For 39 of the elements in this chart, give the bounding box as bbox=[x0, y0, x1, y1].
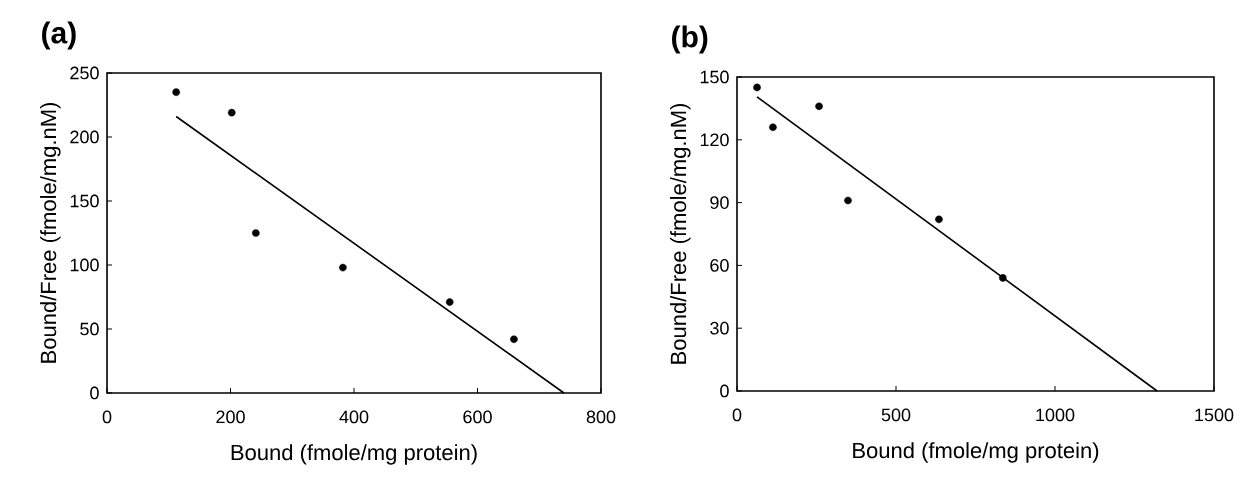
y-axis-title: Bound/Free (fmole/mg.nM) bbox=[670, 103, 691, 364]
y-axis-title: Bound/Free (fmole/mg.nM) bbox=[40, 102, 61, 363]
x-axis-title: Bound (fmole/mg protein) bbox=[853, 442, 1099, 463]
chart-title: (a) bbox=[42, 21, 76, 50]
y-tick-label: 90 bbox=[710, 196, 729, 209]
y-tick-label: 200 bbox=[70, 130, 99, 144]
y-tick-label: 150 bbox=[700, 70, 729, 84]
point bbox=[445, 298, 454, 306]
point bbox=[339, 263, 347, 272]
y-tick-label: 60 bbox=[710, 259, 729, 272]
x-tick-label: 500 bbox=[881, 408, 911, 422]
y-tick-label: 120 bbox=[700, 133, 729, 147]
y-tick-label: 0 bbox=[720, 384, 729, 398]
y-tick-label: 50 bbox=[80, 322, 99, 336]
y-tick-label: 250 bbox=[70, 66, 99, 80]
point bbox=[172, 88, 180, 96]
y-tick-label: 0 bbox=[90, 386, 99, 400]
point bbox=[999, 274, 1007, 282]
x-tick-label: 600 bbox=[463, 410, 492, 424]
y-tick-label: 30 bbox=[710, 321, 729, 335]
point bbox=[252, 229, 260, 237]
point bbox=[815, 102, 823, 111]
chart-title: (b) bbox=[672, 25, 708, 54]
x-tick-label: 1000 bbox=[1036, 408, 1075, 422]
point bbox=[753, 83, 761, 92]
point bbox=[227, 108, 236, 117]
point bbox=[844, 196, 852, 205]
point bbox=[510, 335, 518, 344]
y-tick-label: 100 bbox=[70, 258, 99, 272]
x-tick-label: 0 bbox=[102, 410, 112, 424]
x-tick-label: 800 bbox=[586, 410, 616, 424]
x-tick-label: 0 bbox=[732, 408, 742, 422]
x-tick-label: 200 bbox=[216, 410, 245, 424]
y-tick-label: 150 bbox=[70, 194, 99, 208]
point bbox=[935, 215, 943, 224]
x-tick-label: 1500 bbox=[1195, 408, 1234, 422]
x-axis-title: Bound (fmole/mg protein) bbox=[231, 444, 477, 465]
point bbox=[769, 123, 777, 132]
x-tick-label: 400 bbox=[339, 410, 369, 424]
